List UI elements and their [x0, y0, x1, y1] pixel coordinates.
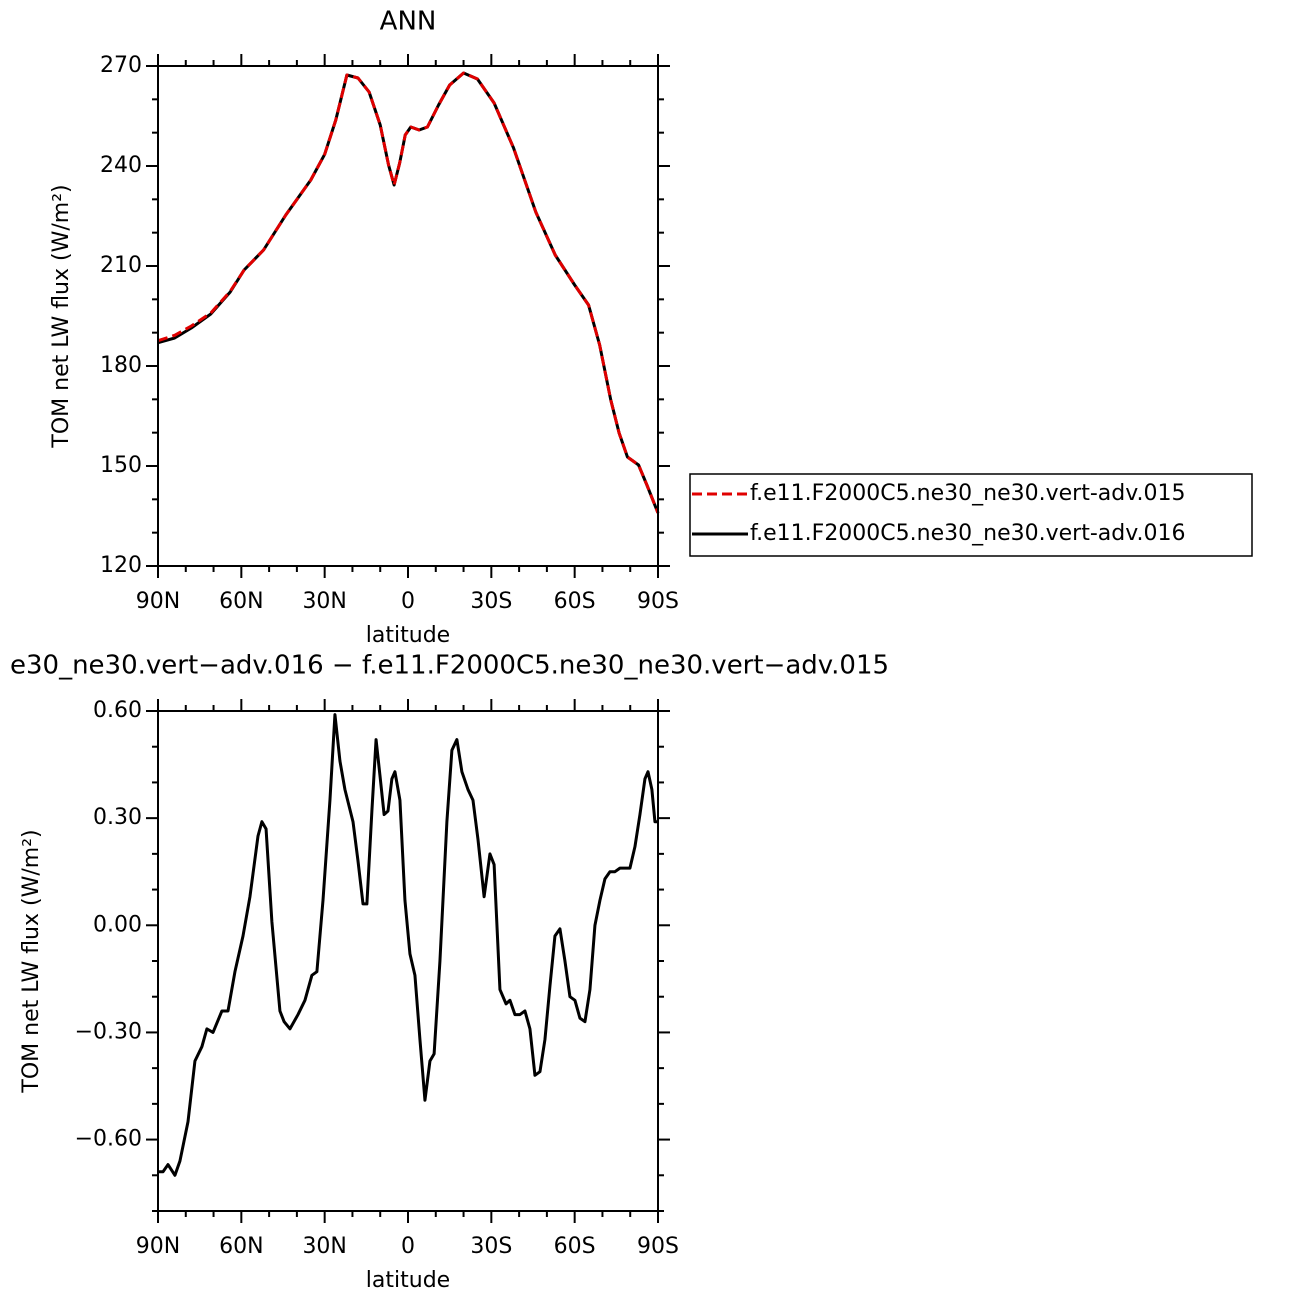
- y-axis-label: TOM net LW flux (W/m²): [19, 829, 44, 1093]
- x-tick-label: 0: [401, 589, 415, 614]
- chart-title: ANN: [380, 7, 437, 37]
- x-tick-label: 90S: [637, 1234, 679, 1259]
- x-tick-label: 90N: [136, 1234, 180, 1259]
- y-tick-label: 0.60: [93, 698, 142, 723]
- data-line: [158, 713, 658, 1177]
- y-tick-label: 240: [100, 153, 142, 178]
- x-tick-label: 30S: [470, 1234, 512, 1259]
- x-tick-label: 30N: [302, 1234, 346, 1259]
- x-axis-label: latitude: [366, 1268, 450, 1293]
- y-tick-label: −0.30: [75, 1019, 142, 1044]
- x-tick-label: 60S: [554, 589, 596, 614]
- x-axis-label: latitude: [366, 623, 450, 648]
- x-tick-label: 0: [401, 1234, 415, 1259]
- chart-title: e30_ne30.vert−adv.016 − f.e11.F2000C5.ne…: [10, 651, 889, 681]
- x-tick-label: 90S: [637, 589, 679, 614]
- x-tick-label: 30N: [302, 589, 346, 614]
- y-tick-label: 210: [100, 253, 142, 278]
- x-tick-label: 60N: [219, 1234, 263, 1259]
- y-tick-label: 120: [100, 553, 142, 578]
- y-tick-label: 270: [100, 53, 142, 78]
- legend-label: f.e11.F2000C5.ne30_ne30.vert-adv.015: [750, 481, 1186, 506]
- legend-label: f.e11.F2000C5.ne30_ne30.vert-adv.016: [750, 521, 1186, 546]
- y-tick-label: 150: [100, 453, 142, 478]
- data-line: [157, 71, 660, 514]
- y-tick-label: −0.60: [75, 1127, 142, 1152]
- y-tick-label: 0.30: [93, 805, 142, 830]
- legend-box: [689, 473, 1253, 557]
- y-axis-label: TOM net LW flux (W/m²): [49, 184, 74, 448]
- y-tick-label: 0.00: [93, 912, 142, 937]
- x-tick-label: 60S: [554, 1234, 596, 1259]
- x-tick-label: 60N: [219, 589, 263, 614]
- x-tick-label: 30S: [470, 589, 512, 614]
- y-tick-label: 180: [100, 353, 142, 378]
- x-tick-label: 90N: [136, 589, 180, 614]
